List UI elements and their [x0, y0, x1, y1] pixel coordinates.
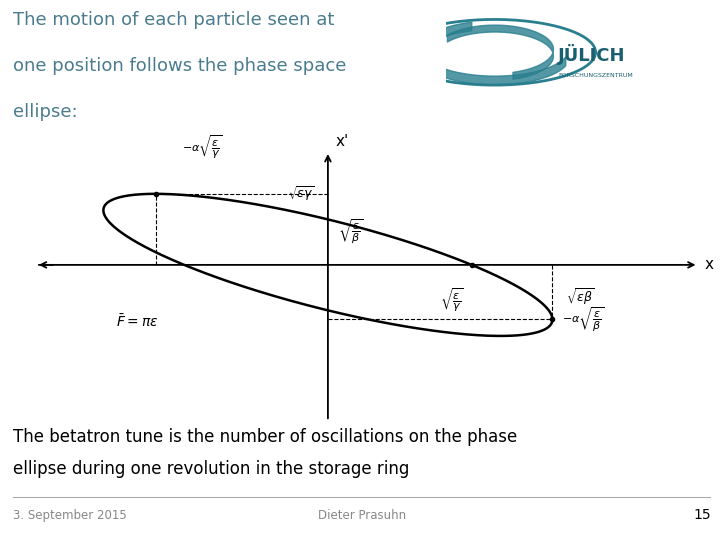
Text: The motion of each particle seen at: The motion of each particle seen at: [13, 11, 334, 29]
Text: 15: 15: [694, 508, 711, 522]
Text: $\sqrt{\varepsilon\beta}$: $\sqrt{\varepsilon\beta}$: [566, 287, 595, 307]
Text: ellipse during one revolution in the storage ring: ellipse during one revolution in the sto…: [13, 460, 410, 478]
Text: 3. September 2015: 3. September 2015: [13, 509, 127, 522]
Text: $\sqrt{\dfrac{\varepsilon}{\beta}}$: $\sqrt{\dfrac{\varepsilon}{\beta}}$: [338, 217, 364, 246]
Text: one position follows the phase space: one position follows the phase space: [13, 57, 346, 75]
Text: $\sqrt{\dfrac{\varepsilon}{\gamma}}$: $\sqrt{\dfrac{\varepsilon}{\gamma}}$: [440, 287, 464, 314]
Text: $-\alpha\sqrt{\dfrac{\varepsilon}{\beta}}$: $-\alpha\sqrt{\dfrac{\varepsilon}{\beta}…: [562, 305, 605, 334]
Text: x': x': [336, 133, 349, 148]
Text: FORSCHUNGSZENTRUM: FORSCHUNGSZENTRUM: [558, 73, 633, 78]
Text: $-\alpha\sqrt{\dfrac{\varepsilon}{\gamma}}$: $-\alpha\sqrt{\dfrac{\varepsilon}{\gamma…: [182, 134, 223, 161]
Text: ellipse:: ellipse:: [13, 104, 78, 122]
Text: The betatron tune is the number of oscillations on the phase: The betatron tune is the number of oscil…: [13, 428, 517, 445]
Text: $\bar{F} = \pi\varepsilon$: $\bar{F} = \pi\varepsilon$: [116, 313, 158, 330]
Text: Dieter Prasuhn: Dieter Prasuhn: [318, 509, 406, 522]
Text: x: x: [705, 258, 714, 272]
Text: JÜLICH: JÜLICH: [558, 44, 626, 65]
Text: $\sqrt{\varepsilon\gamma}$: $\sqrt{\varepsilon\gamma}$: [288, 185, 315, 203]
